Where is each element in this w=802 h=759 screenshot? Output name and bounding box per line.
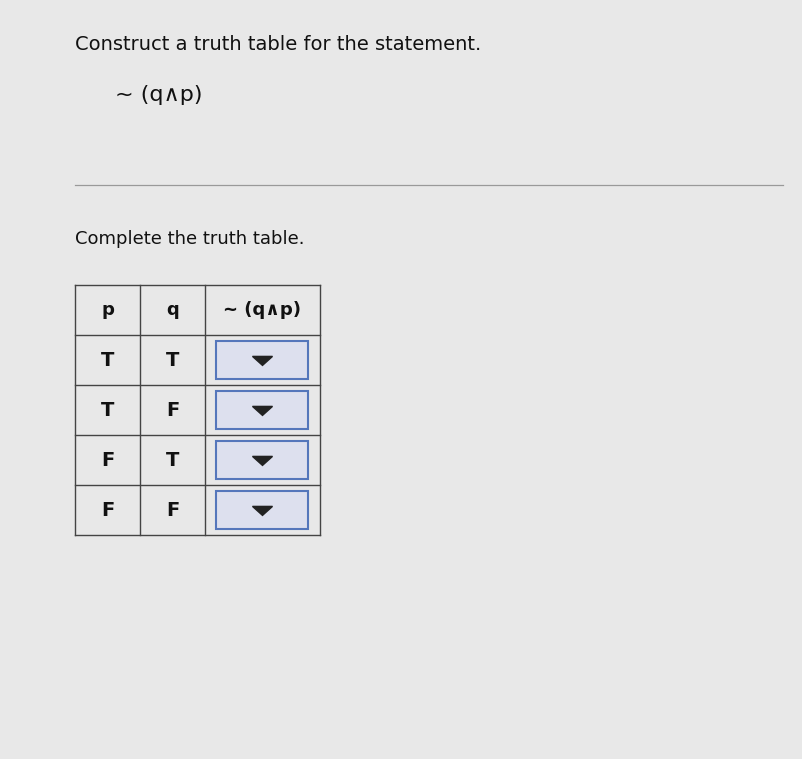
Text: p: p: [101, 301, 114, 319]
Bar: [217, 341, 308, 379]
Bar: [75, 485, 140, 535]
Bar: [75, 385, 140, 435]
Bar: [75, 285, 140, 335]
Text: T: T: [165, 451, 179, 470]
Text: F: F: [166, 500, 179, 519]
Text: Complete the truth table.: Complete the truth table.: [75, 230, 304, 248]
Bar: [140, 335, 205, 385]
Bar: [217, 441, 308, 479]
Bar: [140, 285, 205, 335]
Bar: [75, 335, 140, 385]
Text: F: F: [101, 500, 114, 519]
Bar: [217, 491, 308, 529]
Bar: [75, 435, 140, 485]
Text: ~ (q∧p): ~ (q∧p): [223, 301, 301, 319]
Text: ~ (q∧p): ~ (q∧p): [115, 85, 202, 105]
Bar: [217, 391, 308, 429]
Bar: [140, 435, 205, 485]
Text: F: F: [166, 401, 179, 420]
Text: T: T: [165, 351, 179, 370]
Polygon shape: [252, 506, 272, 515]
Bar: [205, 435, 320, 485]
Bar: [205, 335, 320, 385]
Bar: [205, 485, 320, 535]
Bar: [140, 485, 205, 535]
Bar: [205, 385, 320, 435]
Text: q: q: [166, 301, 179, 319]
Polygon shape: [252, 406, 272, 415]
Polygon shape: [252, 357, 272, 365]
Bar: [205, 285, 320, 335]
Text: T: T: [101, 351, 114, 370]
Bar: [140, 385, 205, 435]
Polygon shape: [252, 456, 272, 465]
Text: F: F: [101, 451, 114, 470]
Text: T: T: [101, 401, 114, 420]
Text: Construct a truth table for the statement.: Construct a truth table for the statemen…: [75, 35, 480, 54]
